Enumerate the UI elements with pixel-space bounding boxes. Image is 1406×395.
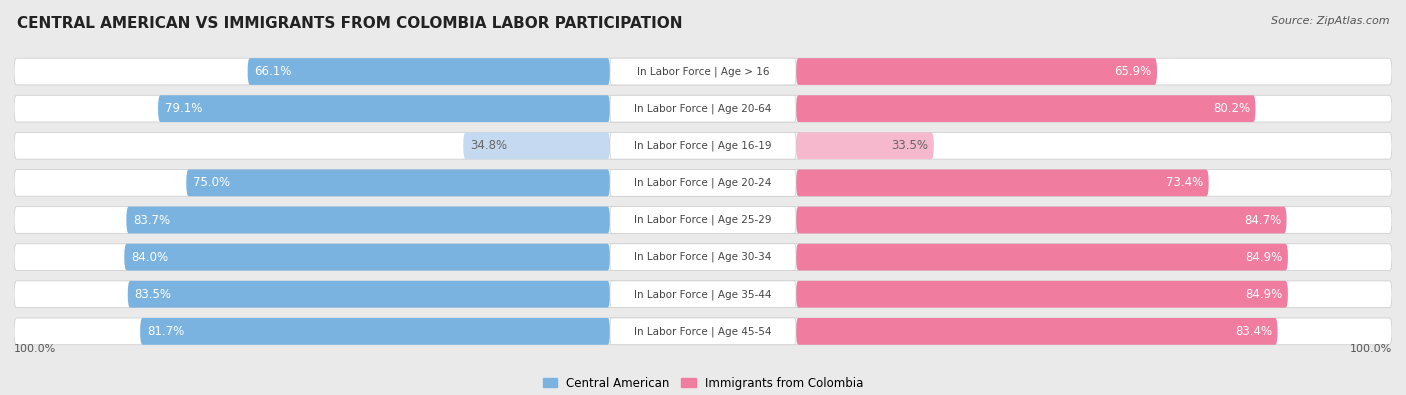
Text: 84.9%: 84.9%: [1246, 251, 1282, 263]
Text: In Labor Force | Age 16-19: In Labor Force | Age 16-19: [634, 141, 772, 151]
FancyBboxPatch shape: [610, 207, 796, 233]
Text: 80.2%: 80.2%: [1213, 102, 1250, 115]
Text: 84.0%: 84.0%: [131, 251, 169, 263]
FancyBboxPatch shape: [463, 132, 610, 159]
Text: Source: ZipAtlas.com: Source: ZipAtlas.com: [1271, 16, 1389, 26]
FancyBboxPatch shape: [14, 244, 1392, 271]
Legend: Central American, Immigrants from Colombia: Central American, Immigrants from Colomb…: [543, 377, 863, 389]
Text: 81.7%: 81.7%: [148, 325, 184, 338]
FancyBboxPatch shape: [796, 244, 1288, 271]
FancyBboxPatch shape: [14, 318, 1392, 345]
FancyBboxPatch shape: [141, 318, 610, 345]
FancyBboxPatch shape: [247, 58, 610, 85]
Text: In Labor Force | Age 45-54: In Labor Force | Age 45-54: [634, 326, 772, 337]
Text: 65.9%: 65.9%: [1114, 65, 1152, 78]
FancyBboxPatch shape: [14, 58, 1392, 85]
Text: 79.1%: 79.1%: [165, 102, 202, 115]
FancyBboxPatch shape: [796, 95, 1256, 122]
Text: 66.1%: 66.1%: [254, 65, 292, 78]
FancyBboxPatch shape: [14, 169, 1392, 196]
Text: 100.0%: 100.0%: [1350, 344, 1392, 354]
FancyBboxPatch shape: [14, 281, 1392, 308]
Text: In Labor Force | Age 25-29: In Labor Force | Age 25-29: [634, 215, 772, 225]
FancyBboxPatch shape: [610, 281, 796, 308]
Text: CENTRAL AMERICAN VS IMMIGRANTS FROM COLOMBIA LABOR PARTICIPATION: CENTRAL AMERICAN VS IMMIGRANTS FROM COLO…: [17, 16, 682, 31]
FancyBboxPatch shape: [610, 58, 796, 85]
FancyBboxPatch shape: [796, 318, 1278, 345]
FancyBboxPatch shape: [796, 207, 1286, 233]
Text: In Labor Force | Age > 16: In Labor Force | Age > 16: [637, 66, 769, 77]
FancyBboxPatch shape: [610, 169, 796, 196]
FancyBboxPatch shape: [796, 132, 934, 159]
Text: 34.8%: 34.8%: [470, 139, 508, 152]
FancyBboxPatch shape: [127, 207, 610, 233]
FancyBboxPatch shape: [796, 169, 1209, 196]
Text: 84.9%: 84.9%: [1246, 288, 1282, 301]
FancyBboxPatch shape: [610, 95, 796, 122]
FancyBboxPatch shape: [186, 169, 610, 196]
Text: 73.4%: 73.4%: [1166, 177, 1204, 189]
FancyBboxPatch shape: [14, 95, 1392, 122]
FancyBboxPatch shape: [610, 132, 796, 159]
Text: 84.7%: 84.7%: [1244, 214, 1281, 226]
Text: 83.4%: 83.4%: [1234, 325, 1272, 338]
Text: 75.0%: 75.0%: [193, 177, 231, 189]
FancyBboxPatch shape: [796, 58, 1157, 85]
FancyBboxPatch shape: [610, 318, 796, 345]
FancyBboxPatch shape: [14, 207, 1392, 233]
FancyBboxPatch shape: [157, 95, 610, 122]
Text: 33.5%: 33.5%: [891, 139, 928, 152]
Text: In Labor Force | Age 20-64: In Labor Force | Age 20-64: [634, 103, 772, 114]
Text: 83.5%: 83.5%: [135, 288, 172, 301]
Text: In Labor Force | Age 35-44: In Labor Force | Age 35-44: [634, 289, 772, 299]
FancyBboxPatch shape: [128, 281, 610, 308]
FancyBboxPatch shape: [14, 132, 1392, 159]
Text: 83.7%: 83.7%: [134, 214, 170, 226]
FancyBboxPatch shape: [796, 281, 1288, 308]
FancyBboxPatch shape: [124, 244, 610, 271]
Text: In Labor Force | Age 20-24: In Labor Force | Age 20-24: [634, 178, 772, 188]
Text: In Labor Force | Age 30-34: In Labor Force | Age 30-34: [634, 252, 772, 262]
FancyBboxPatch shape: [610, 244, 796, 271]
Text: 100.0%: 100.0%: [14, 344, 56, 354]
